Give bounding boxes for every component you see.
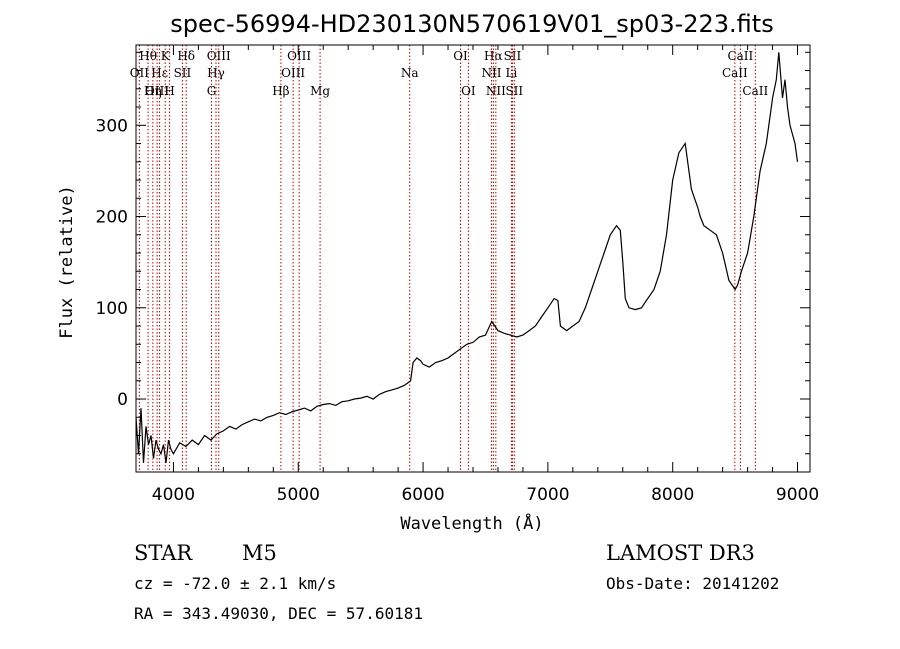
line-marker-label: Hβ bbox=[272, 84, 289, 98]
line-marker-label: OI bbox=[461, 84, 476, 98]
x-tick-label: 9000 bbox=[776, 485, 819, 505]
x-tick-label: 6000 bbox=[401, 485, 444, 505]
line-marker-label: NII bbox=[486, 84, 506, 98]
line-marker-label: Hα bbox=[484, 49, 503, 63]
survey-name: LAMOST DR3 bbox=[606, 541, 755, 565]
y-tick-label: 0 bbox=[117, 390, 128, 410]
line-marker-label: Hθ bbox=[139, 49, 157, 63]
line-marker-label: SII bbox=[505, 84, 523, 98]
series-layer bbox=[136, 52, 799, 463]
x-tick-label: 4000 bbox=[152, 485, 195, 505]
line-marker-label: SII bbox=[174, 66, 192, 80]
line-marker-label: CaII bbox=[742, 84, 768, 98]
plot-frame bbox=[135, 44, 811, 473]
line-marker-label: OIII bbox=[207, 49, 231, 63]
redshift-cz: cz = -72.0 ± 2.1 km/s bbox=[134, 574, 336, 593]
chart-title: spec-56994-HD230130N570619V01_sp03-223.f… bbox=[170, 10, 773, 38]
line-marker-label: G bbox=[207, 84, 217, 98]
line-marker-label: OIII bbox=[281, 66, 305, 80]
y-axis-label: Flux (relative) bbox=[57, 185, 77, 339]
x-tick-label: 5000 bbox=[277, 485, 320, 505]
line-marker-label: CaII bbox=[722, 66, 748, 80]
line-marker-label: Hη bbox=[144, 84, 162, 98]
x-axis-label: Wavelength (Å) bbox=[400, 512, 543, 534]
line-marker-label: Mg bbox=[310, 84, 330, 98]
line-marker-label: OII bbox=[130, 66, 150, 80]
y-tick-label: 200 bbox=[96, 208, 128, 228]
coordinates: RA = 343.49030, DEC = 57.60181 bbox=[134, 604, 423, 623]
line-marker-label: K bbox=[161, 49, 171, 63]
obs-date: Obs-Date: 20141202 bbox=[606, 574, 779, 593]
object-class: STAR bbox=[134, 541, 193, 565]
line-marker-label: Hγ bbox=[207, 66, 225, 80]
line-marker-label: Na bbox=[401, 66, 419, 80]
line-marker-label: OIII bbox=[287, 49, 311, 63]
y-tick-label: 100 bbox=[96, 299, 128, 319]
line-marker-label: NII bbox=[481, 66, 501, 80]
line-marker-label: CaII bbox=[727, 49, 753, 63]
spectrum-line-spectrum bbox=[136, 52, 799, 463]
axes: 4000 5000 6000 7000 8000 9000 0 100 200 300 bbox=[96, 44, 819, 505]
x-tick-label: 7000 bbox=[526, 485, 569, 505]
line-marker-label: H bbox=[164, 84, 174, 98]
line-marker-label: Li bbox=[506, 66, 518, 80]
line-marker-label: Hδ bbox=[177, 49, 195, 63]
x-tick-label: 8000 bbox=[651, 485, 694, 505]
y-tick-label: 300 bbox=[96, 116, 128, 136]
line-marker-label: Hε bbox=[151, 66, 168, 80]
line-marker-label: OIII bbox=[145, 84, 169, 98]
line-marker-label: SII bbox=[504, 49, 522, 63]
line-marker-label: OI bbox=[453, 49, 468, 63]
object-subclass: M5 bbox=[242, 541, 277, 565]
